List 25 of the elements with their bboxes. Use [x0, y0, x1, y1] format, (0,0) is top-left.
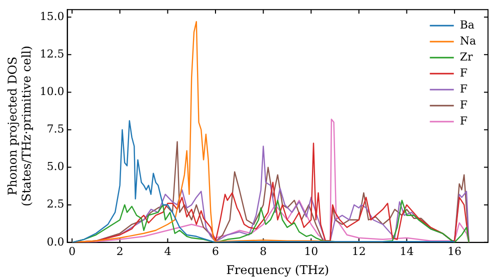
x-tick-label: 4	[164, 244, 172, 258]
x-tick-label: 10	[304, 244, 318, 258]
legend-label: F	[460, 66, 468, 80]
x-tick-label: 8	[260, 244, 267, 258]
y-tick-label: 5.0	[46, 160, 64, 174]
legend-label: Zr	[460, 50, 474, 64]
y-tick-label: 2.5	[46, 198, 64, 211]
y-axis-title: Phonon projected DOS (States/THz·primitive cell)	[5, 46, 34, 206]
x-tick-label: 0	[68, 244, 76, 258]
x-tick-label: 2	[116, 244, 124, 258]
legend-label: Na	[460, 34, 476, 48]
legend-label: F	[460, 114, 468, 128]
x-tick-label: 14	[400, 244, 414, 258]
legend-label: F	[460, 98, 468, 112]
x-tick-label: 6	[212, 244, 219, 258]
legend-label: Ba	[460, 18, 475, 32]
y-tick-label: 7.5	[46, 122, 64, 136]
x-tick-label: 16	[448, 244, 462, 258]
y-tick-label: 10.0	[40, 85, 64, 98]
x-tick-label: 12	[352, 244, 366, 258]
x-axis-title: Frequency (THz)	[226, 262, 330, 277]
y-tick-label: 0.0	[46, 235, 64, 248]
legend-label: F	[460, 82, 468, 96]
y-tick-label: 15.0	[40, 10, 64, 23]
y-tick-label: 12.5	[40, 48, 64, 61]
